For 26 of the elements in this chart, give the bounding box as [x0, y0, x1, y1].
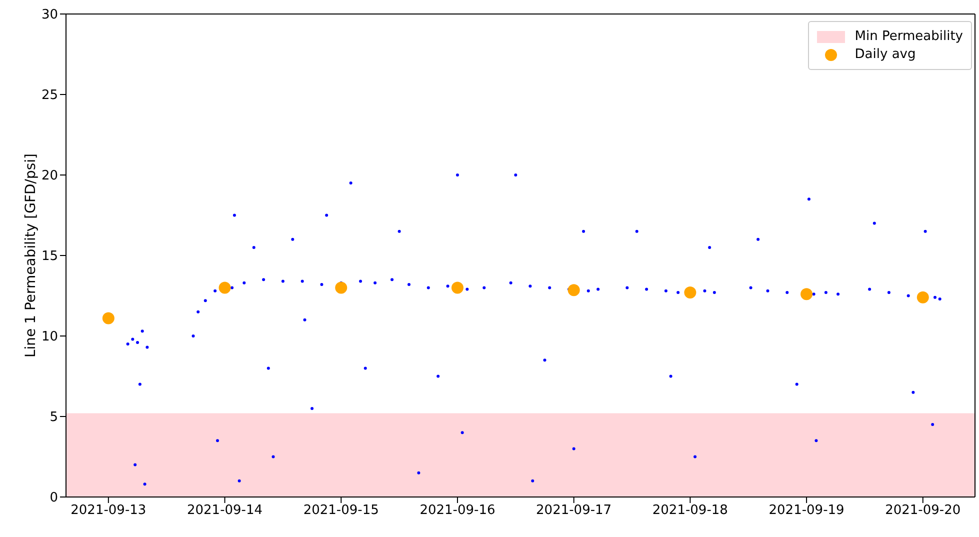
y-axis-title: Line 1 Permeability [GFD/psi]: [22, 153, 39, 358]
point: [218, 282, 231, 294]
x-tick-label: 2021-09-19: [768, 503, 844, 518]
y-tick-label: 5: [50, 410, 58, 426]
y-tick-label: 25: [41, 88, 58, 104]
legend-label: Min Permeability: [854, 29, 963, 44]
x-tick-label: 2021-09-15: [303, 503, 379, 518]
point: [684, 286, 696, 299]
x-tick-label: 2021-09-16: [420, 503, 496, 518]
y-tick-label: 15: [41, 249, 58, 264]
y-tick-label: 10: [41, 330, 58, 345]
x-tick-label: 2021-09-13: [70, 503, 146, 518]
point: [800, 288, 813, 300]
point: [916, 291, 929, 304]
y-tick-label: 20: [41, 168, 58, 184]
point: [102, 312, 114, 324]
point: [451, 282, 464, 294]
x-tick-label: 2021-09-18: [652, 503, 728, 518]
legend-label: Daily avg: [854, 47, 916, 62]
point: [335, 282, 348, 294]
point: [568, 284, 580, 296]
y-tick-label: 0: [50, 490, 58, 506]
x-tick-label: 2021-09-14: [186, 503, 263, 518]
y-tick-label: 30: [41, 8, 58, 23]
x-tick-label: 2021-09-20: [885, 503, 961, 518]
x-tick-label: 2021-09-17: [536, 503, 612, 518]
